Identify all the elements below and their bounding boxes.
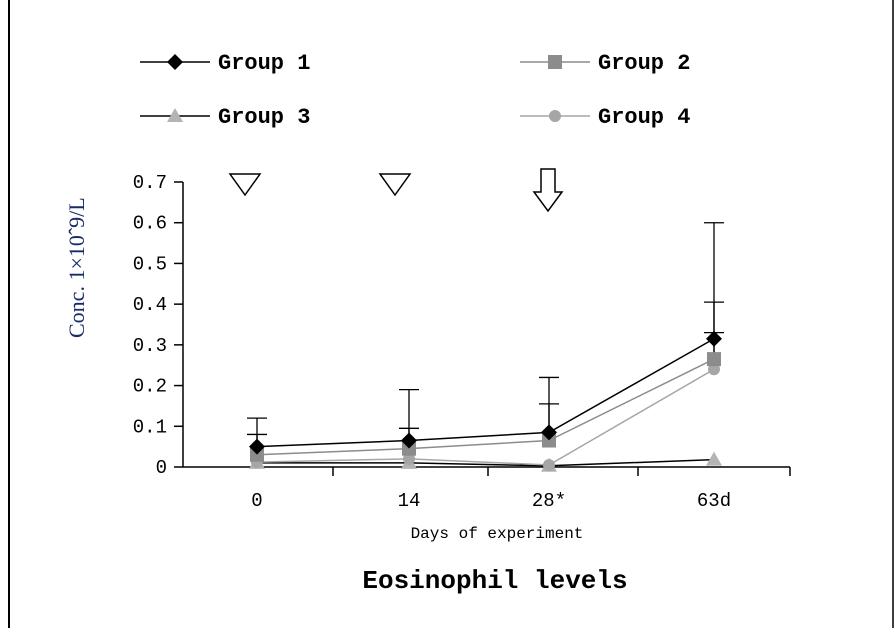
data-point-circle [543,458,555,471]
series-lines [249,330,722,472]
data-point-diamond [706,330,722,347]
data-point-diamond [249,438,265,455]
x-tick-label: 63d [697,490,731,512]
legend-marker-triangle [167,108,183,122]
data-point-diamond [401,432,417,449]
legend-label-group-2: Group 2 [598,51,690,76]
legend-marker-diamond [167,54,183,70]
legend-marker-circle [549,110,561,122]
legend-entry-group-2: Group 2 [520,51,690,76]
y-tick-label: 0.4 [133,294,167,316]
data-point-circle [403,452,415,465]
x-tick-label: 14 [398,490,421,512]
legend-entry-group-1: Group 1 [140,51,310,76]
series-line-group-1 [256,338,715,448]
x-axis-label: Days of experiment [411,525,584,543]
annotations [228,168,564,213]
x-tick-label: 28* [532,490,566,512]
legend-entry-group-3: Group 3 [140,105,310,130]
open-triangle-marker [228,173,262,197]
open-triangle-marker [378,173,412,197]
legend-marker-square [548,55,562,69]
open-arrow-marker [532,168,564,213]
y-tick-label: 0.7 [133,172,167,194]
data-point-square [542,433,556,448]
y-tick-label: 0.2 [133,376,167,398]
legend: Group 1 Group 2 Group 3 Group 4 [140,51,690,130]
x-tick-label: 0 [251,490,262,512]
data-point-square [402,441,416,456]
legend-entry-group-4: Group 4 [520,105,690,130]
y-ticks: 0 0.1 0.2 0.3 0.4 0.5 0.6 0.7 [133,172,183,479]
x-ticks: 0 14 28* 63d [251,467,791,512]
y-tick-label: 0.3 [133,335,167,357]
data-point-diamond [541,424,557,441]
data-point-triangle [706,451,722,466]
legend-label-group-3: Group 3 [218,105,310,130]
error-bars [247,222,724,455]
series-line-group-3 [257,458,715,467]
y-tick-label: 0 [156,457,167,479]
legend-label-group-1: Group 1 [218,51,310,76]
data-point-square [707,352,721,367]
legend-label-group-4: Group 4 [598,105,690,130]
y-tick-label: 0.1 [133,416,167,438]
series-line-group-4 [256,368,715,466]
data-point-circle [708,363,720,376]
y-tick-label: 0.6 [133,213,167,235]
y-tick-label: 0.5 [133,253,167,275]
chart-title: Eosinophil levels [362,566,627,596]
y-axis-label: Conc. 1×10ˆ9/L [64,197,89,338]
data-point-square [250,447,264,462]
series-line-group-2 [256,358,715,456]
